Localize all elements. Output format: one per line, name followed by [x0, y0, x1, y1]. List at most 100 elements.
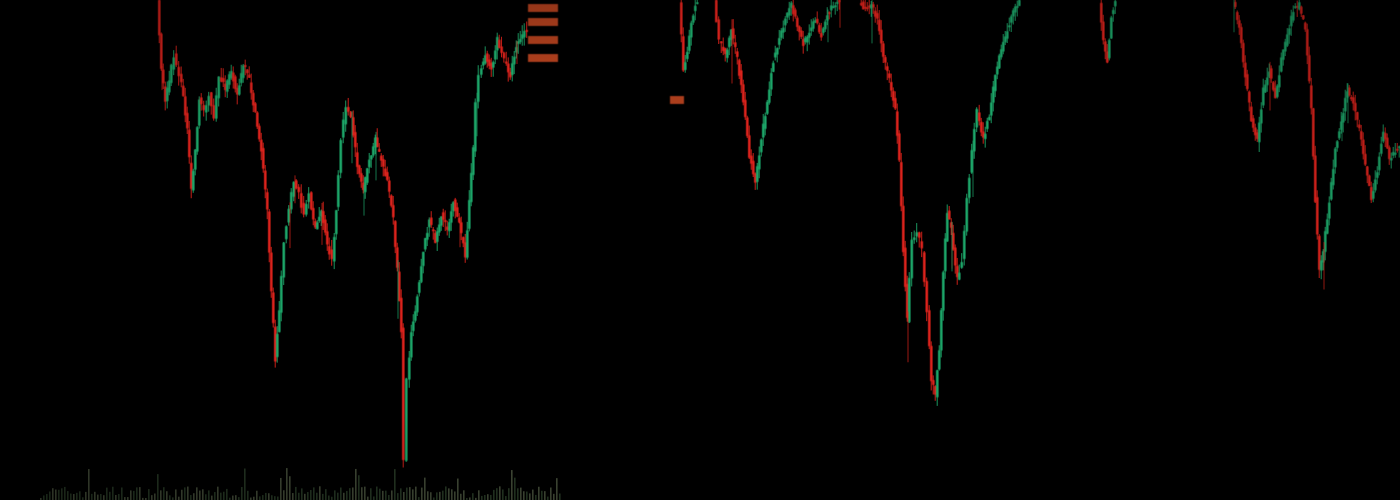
candle-body [164, 86, 167, 102]
candle-body [982, 131, 985, 138]
order-block-1 [528, 4, 558, 12]
candle-body [374, 137, 377, 148]
candle-body [276, 333, 279, 358]
candle-body [344, 107, 348, 125]
volume-bar [112, 486, 114, 500]
volume-bar [418, 497, 420, 500]
candle-body [900, 162, 903, 207]
candle-body [1288, 28, 1291, 35]
candle-body [364, 177, 367, 193]
volume-bar [217, 486, 219, 500]
candle-body [177, 66, 181, 77]
volume-bar [385, 490, 387, 500]
candle-body [913, 237, 916, 241]
candle-body [1370, 187, 1373, 201]
candle-body [690, 22, 693, 38]
candle-body [430, 217, 433, 226]
candle-body [1110, 17, 1113, 39]
candle-body [1308, 55, 1311, 82]
volume-bar [364, 486, 366, 500]
candle-body [956, 265, 959, 278]
candle-body [1330, 182, 1333, 200]
candle-body [285, 226, 288, 240]
volume-bar [373, 496, 375, 500]
candle-body [816, 18, 819, 24]
candle-body [232, 72, 235, 82]
candle-body [1248, 91, 1251, 103]
order-level-lines [0, 4, 1400, 488]
candle-body [696, 2, 699, 5]
volume-bar [229, 497, 231, 500]
candle-body [509, 71, 512, 78]
candle-body [192, 170, 195, 191]
candle-body [250, 82, 253, 93]
candle-body [834, 5, 837, 8]
volume-bar [541, 490, 543, 500]
candle-body [260, 139, 263, 152]
candle-body [996, 66, 999, 75]
candle-body [428, 219, 431, 228]
candle-body [1014, 6, 1017, 13]
candle-body [330, 249, 334, 260]
candle-body [228, 74, 231, 85]
candle-body [894, 98, 897, 109]
candle-body [936, 370, 939, 398]
volume-bar [559, 493, 561, 500]
candle-body [378, 149, 381, 152]
candle-body [730, 29, 733, 40]
volume-bar [133, 490, 135, 500]
candle-body [194, 149, 197, 170]
volume-bar [115, 494, 117, 500]
candle-body [1348, 87, 1351, 96]
volume-bar [223, 491, 225, 500]
volume-bar [478, 490, 480, 500]
volume-bar [178, 496, 180, 500]
candle-body [380, 155, 383, 161]
candle-body [1238, 20, 1241, 28]
candle-body [515, 47, 518, 53]
candle-body [450, 211, 453, 223]
candle-body [1292, 11, 1295, 21]
candle-body [938, 350, 941, 370]
volume-bar [544, 491, 546, 500]
candle-body [1316, 197, 1319, 235]
volume-bar [157, 474, 159, 500]
candle-body [370, 155, 373, 160]
candle-body [1258, 122, 1261, 143]
candle-body [318, 216, 321, 222]
volume-bar [493, 489, 495, 500]
candle-body [1010, 16, 1013, 23]
candle-body [950, 222, 953, 228]
candle-body [925, 280, 929, 313]
candle-body [446, 226, 449, 231]
volume-bar [379, 488, 381, 500]
candle-body [416, 296, 419, 313]
candle-body [270, 252, 273, 292]
candle-body [872, 4, 875, 8]
candle-series-5 [1233, 0, 1400, 290]
candle-series-1 [680, 0, 699, 73]
volume-bar [523, 491, 525, 500]
candle-body [242, 65, 245, 78]
candle-body [680, 2, 683, 35]
candle-body [1272, 82, 1275, 90]
candle-body [302, 202, 306, 215]
candle-body [396, 247, 399, 268]
candle-body [215, 95, 218, 119]
candle-body [802, 38, 805, 46]
candle-body [454, 199, 457, 211]
candle-body [798, 26, 801, 33]
volume-bar [253, 496, 255, 500]
candle-body [1012, 10, 1015, 17]
candle-body [768, 89, 771, 103]
candle-body [210, 92, 213, 107]
volume-bar [250, 497, 252, 500]
volume-bar [124, 497, 126, 500]
volume-bar [463, 490, 465, 500]
volume-bar [166, 491, 168, 500]
candle-body [1346, 91, 1349, 98]
candle-body [432, 229, 435, 232]
volume-bar [70, 493, 72, 500]
candle-body [240, 73, 243, 84]
